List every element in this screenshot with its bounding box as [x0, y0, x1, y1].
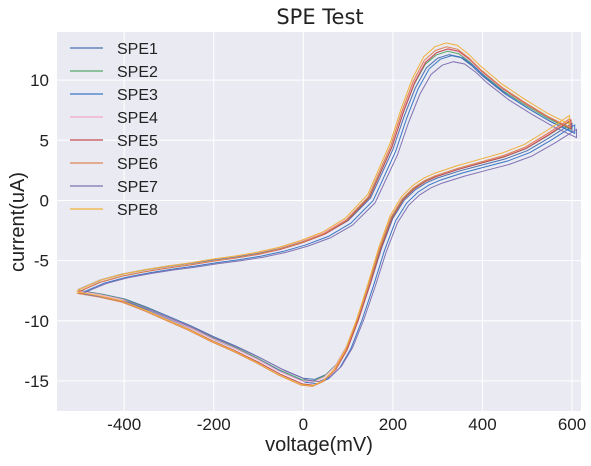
- series-line-spe7: [83, 61, 577, 383]
- legend-label: SPE5: [117, 133, 158, 150]
- x-tick-label: -400: [107, 415, 141, 434]
- legend-label: SPE1: [117, 41, 158, 58]
- y-tick-label: -10: [24, 312, 49, 331]
- x-tick-label: -200: [197, 415, 231, 434]
- y-tick-label: -15: [24, 372, 49, 391]
- x-tick-label: 200: [379, 415, 407, 434]
- legend-label: SPE7: [117, 179, 158, 196]
- legend-label: SPE6: [117, 156, 158, 173]
- series-lines: [76, 42, 577, 387]
- chart-title: SPE Test: [276, 5, 363, 29]
- x-tick-label: 600: [558, 415, 586, 434]
- tick-labels: -400 -200 0 200 400 600 10 5 0 -5 -10 -15: [24, 71, 586, 434]
- series-line-spe4: [77, 48, 571, 383]
- y-tick-label: 10: [30, 71, 49, 90]
- x-tick-label: 0: [299, 415, 308, 434]
- x-tick-label: 400: [468, 415, 496, 434]
- y-axis-label: current(uA): [7, 172, 29, 272]
- y-tick-label: 5: [40, 131, 49, 150]
- x-axis-label: voltage(mV): [265, 434, 373, 456]
- y-tick-label: -5: [34, 252, 49, 271]
- legend-label: SPE8: [117, 202, 158, 219]
- legend: SPE1 SPE2 SPE3 SPE4 SPE5 SPE6 SPE7 SPE8: [70, 41, 158, 219]
- legend-label: SPE3: [117, 87, 158, 104]
- legend-label: SPE2: [117, 64, 158, 81]
- grid-lines: [57, 32, 581, 411]
- series-line-spe8: [76, 42, 570, 387]
- legend-label: SPE4: [117, 110, 158, 127]
- y-tick-label: 0: [40, 191, 49, 210]
- plot-area: [57, 32, 581, 411]
